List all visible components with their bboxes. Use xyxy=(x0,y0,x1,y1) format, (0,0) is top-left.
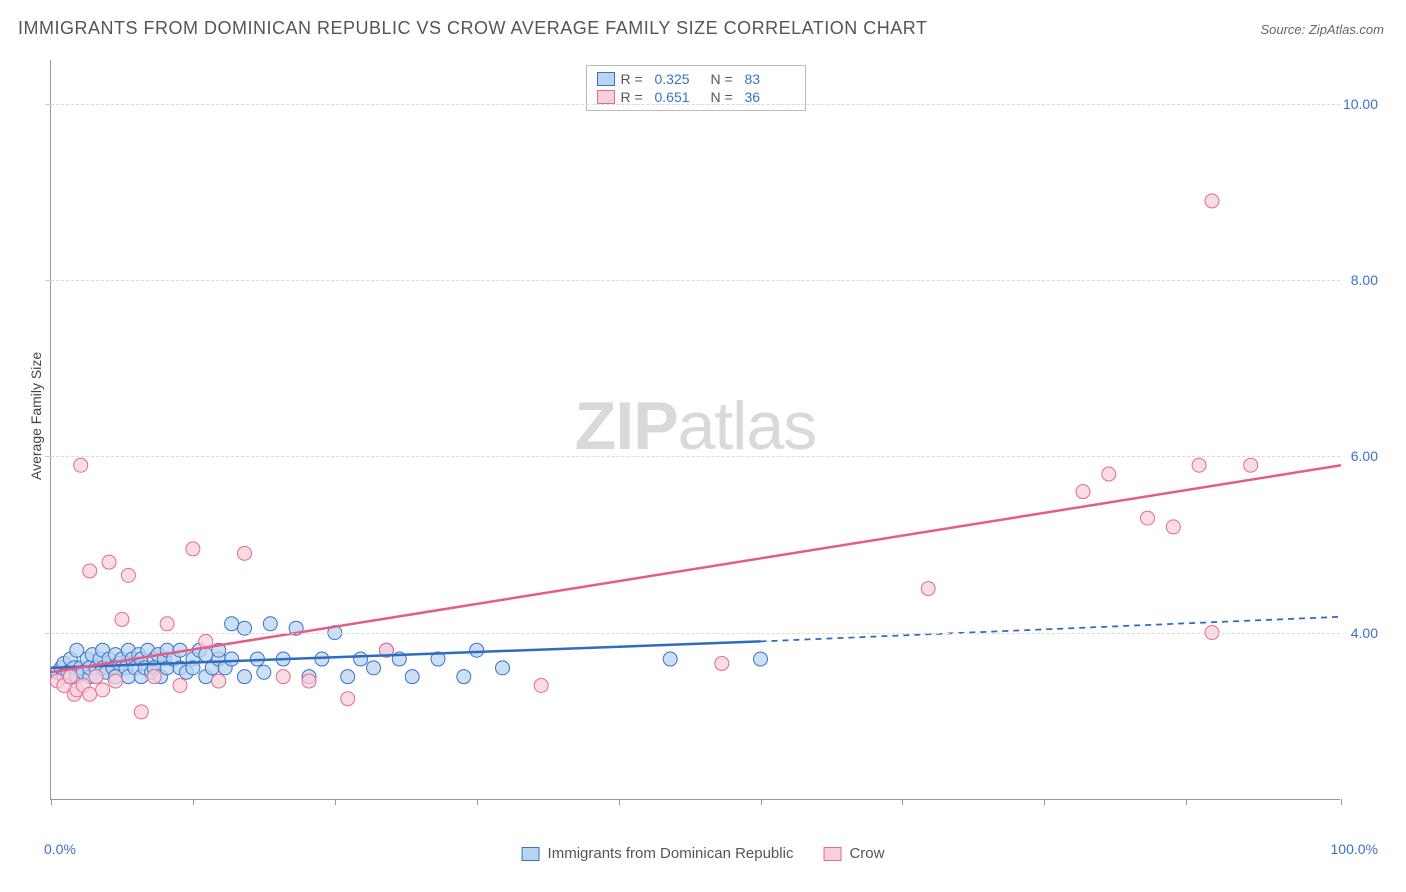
legend-swatch-blue xyxy=(522,847,540,861)
data-point-pink xyxy=(341,692,355,706)
data-point-pink xyxy=(1192,458,1206,472)
data-point-pink xyxy=(89,670,103,684)
x-axis-tick xyxy=(1186,799,1187,805)
data-point-pink xyxy=(1102,467,1116,481)
y-axis-label: Average Family Size xyxy=(28,352,44,480)
data-point-pink xyxy=(115,612,129,626)
data-point-pink xyxy=(102,555,116,569)
data-point-blue xyxy=(257,665,271,679)
x-axis-tick xyxy=(761,799,762,805)
data-point-blue xyxy=(341,670,355,684)
gridline xyxy=(51,633,1340,634)
data-point-pink xyxy=(302,674,316,688)
data-point-pink xyxy=(121,568,135,582)
data-point-pink xyxy=(1205,194,1219,208)
source-name: ZipAtlas.com xyxy=(1309,22,1384,37)
data-point-pink xyxy=(1076,485,1090,499)
legend-item: Immigrants from Dominican Republic xyxy=(522,845,794,862)
y-axis-tick xyxy=(45,456,51,457)
y-tick-label: 8.00 xyxy=(1351,272,1378,288)
legend-swatch-pink xyxy=(823,847,841,861)
data-point-pink xyxy=(134,705,148,719)
x-axis-tick xyxy=(193,799,194,805)
gridline xyxy=(51,104,1340,105)
series-legend: Immigrants from Dominican Republic Crow xyxy=(522,845,885,862)
data-point-blue xyxy=(457,670,471,684)
source-label: Source: xyxy=(1260,22,1308,37)
x-axis-tick xyxy=(335,799,336,805)
data-point-blue xyxy=(367,661,381,675)
data-point-blue xyxy=(225,617,239,631)
data-point-pink xyxy=(147,670,161,684)
data-point-pink xyxy=(186,542,200,556)
data-point-pink xyxy=(238,546,252,560)
x-axis-tick xyxy=(51,799,52,805)
data-point-blue xyxy=(354,652,368,666)
data-point-pink xyxy=(96,683,110,697)
data-point-pink xyxy=(63,670,77,684)
data-point-blue xyxy=(470,643,484,657)
data-point-pink xyxy=(921,582,935,596)
data-point-blue xyxy=(263,617,277,631)
data-point-pink xyxy=(276,670,290,684)
y-tick-label: 4.00 xyxy=(1351,625,1378,641)
data-point-blue xyxy=(663,652,677,666)
x-axis-tick xyxy=(902,799,903,805)
data-point-pink xyxy=(83,687,97,701)
data-point-pink xyxy=(1166,520,1180,534)
data-point-pink xyxy=(1244,458,1258,472)
data-point-blue xyxy=(238,670,252,684)
data-point-pink xyxy=(715,656,729,670)
y-tick-label: 10.00 xyxy=(1343,96,1378,112)
x-axis-tick xyxy=(1341,799,1342,805)
data-point-blue xyxy=(754,652,768,666)
data-point-pink xyxy=(109,674,123,688)
data-point-pink xyxy=(173,678,187,692)
y-axis-tick xyxy=(45,280,51,281)
data-point-blue xyxy=(405,670,419,684)
data-point-pink xyxy=(212,674,226,688)
regression-line-ext-blue xyxy=(761,617,1342,642)
x-tick-label-min: 0.0% xyxy=(44,841,76,857)
y-tick-label: 6.00 xyxy=(1351,448,1378,464)
data-point-blue xyxy=(225,652,239,666)
gridline xyxy=(51,456,1340,457)
y-axis-tick xyxy=(45,633,51,634)
x-tick-label-max: 100.0% xyxy=(1331,841,1378,857)
data-point-pink xyxy=(83,564,97,578)
x-axis-tick xyxy=(1044,799,1045,805)
legend-label: Crow xyxy=(849,845,884,862)
source-attribution: Source: ZipAtlas.com xyxy=(1260,22,1384,37)
x-axis-tick xyxy=(619,799,620,805)
data-point-pink xyxy=(74,458,88,472)
chart-plot-area: ZIPatlas R = 0.325 N = 83 R = 0.651 N = … xyxy=(50,60,1340,800)
data-point-blue xyxy=(199,648,213,662)
data-point-pink xyxy=(1141,511,1155,525)
data-point-pink xyxy=(534,678,548,692)
y-axis-tick xyxy=(45,104,51,105)
gridline xyxy=(51,280,1340,281)
chart-title: IMMIGRANTS FROM DOMINICAN REPUBLIC VS CR… xyxy=(18,18,927,39)
x-axis-tick xyxy=(477,799,478,805)
regression-line-pink xyxy=(51,465,1341,672)
data-point-pink xyxy=(160,617,174,631)
legend-item: Crow xyxy=(823,845,884,862)
data-point-blue xyxy=(496,661,510,675)
scatter-svg xyxy=(51,60,1340,799)
legend-label: Immigrants from Dominican Republic xyxy=(548,845,794,862)
